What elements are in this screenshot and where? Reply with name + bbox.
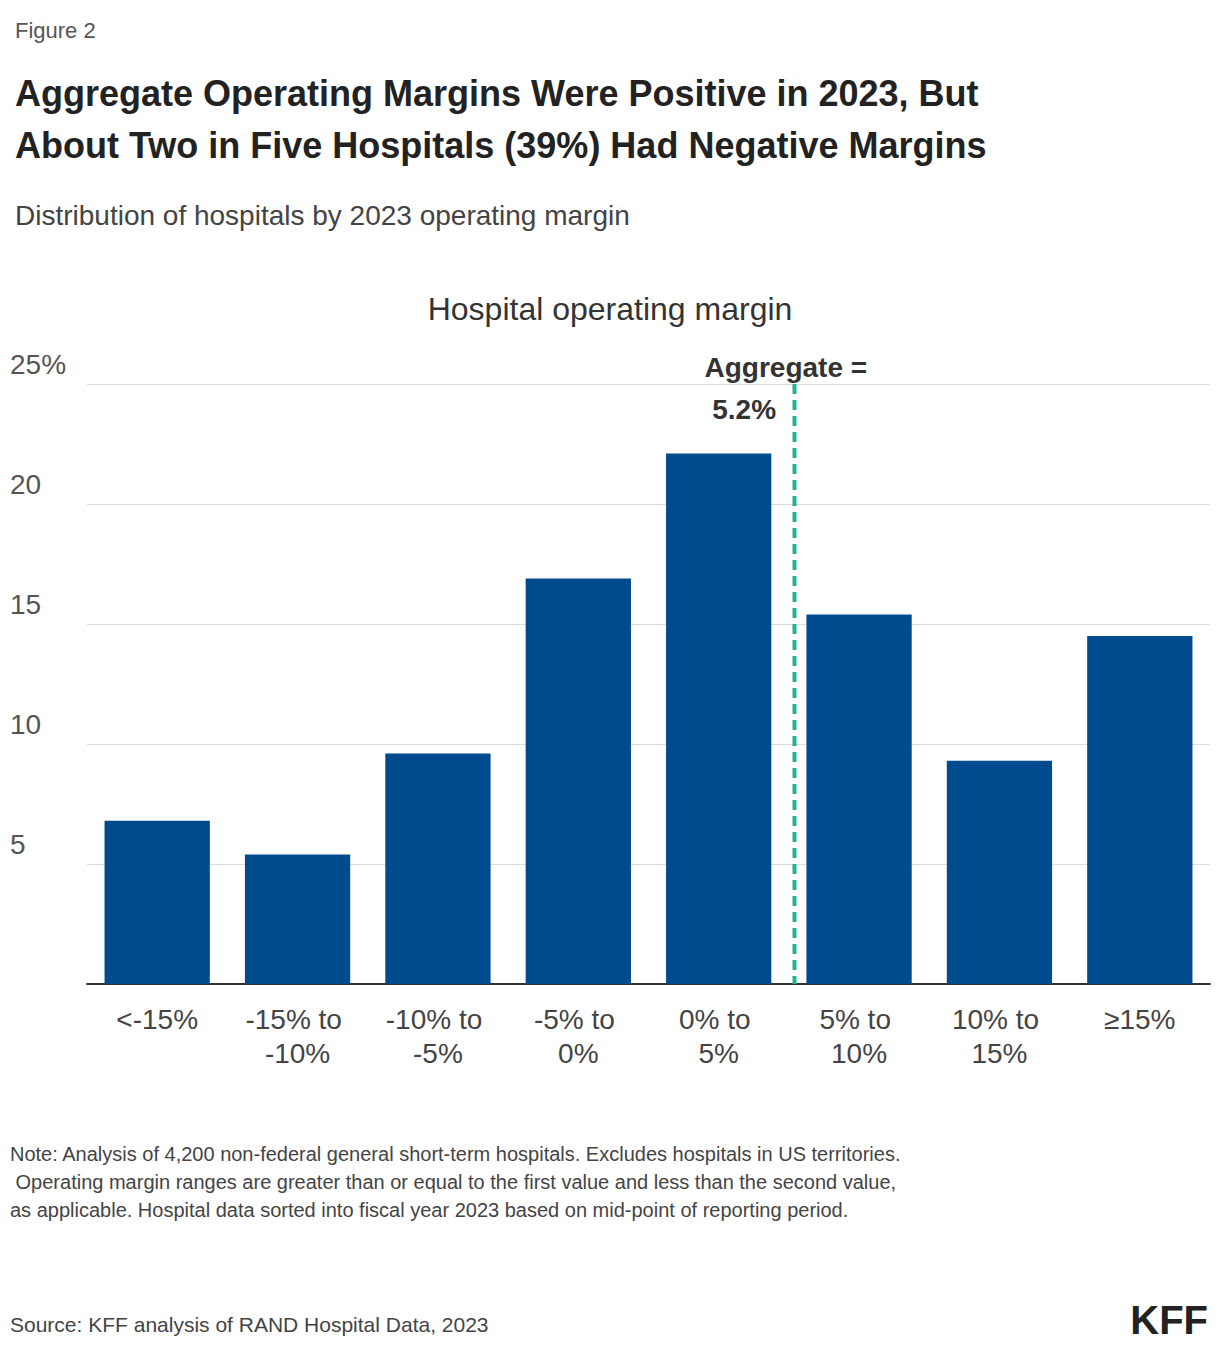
svg-text:5% to: 5% to [819, 1004, 898, 1035]
svg-text:5.2%: 5.2% [704, 394, 776, 425]
svg-text:-5%: -5% [413, 1038, 463, 1069]
svg-text:<-15%: <-15% [116, 1004, 198, 1035]
svg-text:5%: 5% [698, 1038, 738, 1069]
svg-text:Distribution of hospitals by 2: Distribution of hospitals by 2023 operat… [15, 200, 630, 231]
svg-text:0% to: 0% to [679, 1004, 758, 1035]
svg-text:Aggregate =: Aggregate = [704, 352, 867, 383]
svg-text:Aggregate Operating Margins We: Aggregate Operating Margins Were Positiv… [15, 73, 989, 114]
svg-text:-10%: -10% [265, 1038, 330, 1069]
svg-text:10: 10 [10, 709, 41, 740]
svg-text:Operating margin ranges are gr: Operating margin ranges are greater than… [10, 1171, 902, 1193]
svg-text:20: 20 [10, 469, 41, 500]
svg-text:About Two in Five Hospitals (3: About Two in Five Hospitals (39%) Had Ne… [15, 125, 986, 166]
svg-text:15: 15 [10, 589, 41, 620]
svg-text:-10% to: -10% to [386, 1004, 490, 1035]
svg-text:25%: 25% [10, 349, 66, 380]
svg-text:KFF: KFF [1130, 1298, 1208, 1342]
svg-text:-15% to: -15% to [245, 1004, 349, 1035]
svg-text:≥15%: ≥15% [1104, 1004, 1175, 1035]
svg-text:Note: Analysis of 4,200 non-fe: Note: Analysis of 4,200 non-federal gene… [10, 1143, 900, 1165]
svg-text:Source: KFF analysis of RAND H: Source: KFF analysis of RAND Hospital Da… [10, 1313, 489, 1336]
svg-text:5: 5 [10, 829, 26, 860]
svg-text:10%: 10% [831, 1038, 887, 1069]
svg-text:10% to: 10% to [952, 1004, 1047, 1035]
svg-text:Hospital operating margin: Hospital operating margin [428, 291, 793, 327]
svg-text:0%: 0% [558, 1038, 598, 1069]
svg-text:as applicable. Hospital data s: as applicable. Hospital data sorted into… [10, 1199, 848, 1221]
svg-text:-5% to: -5% to [534, 1004, 623, 1035]
svg-text:Figure 2: Figure 2 [15, 18, 96, 43]
svg-text:15%: 15% [971, 1038, 1027, 1069]
